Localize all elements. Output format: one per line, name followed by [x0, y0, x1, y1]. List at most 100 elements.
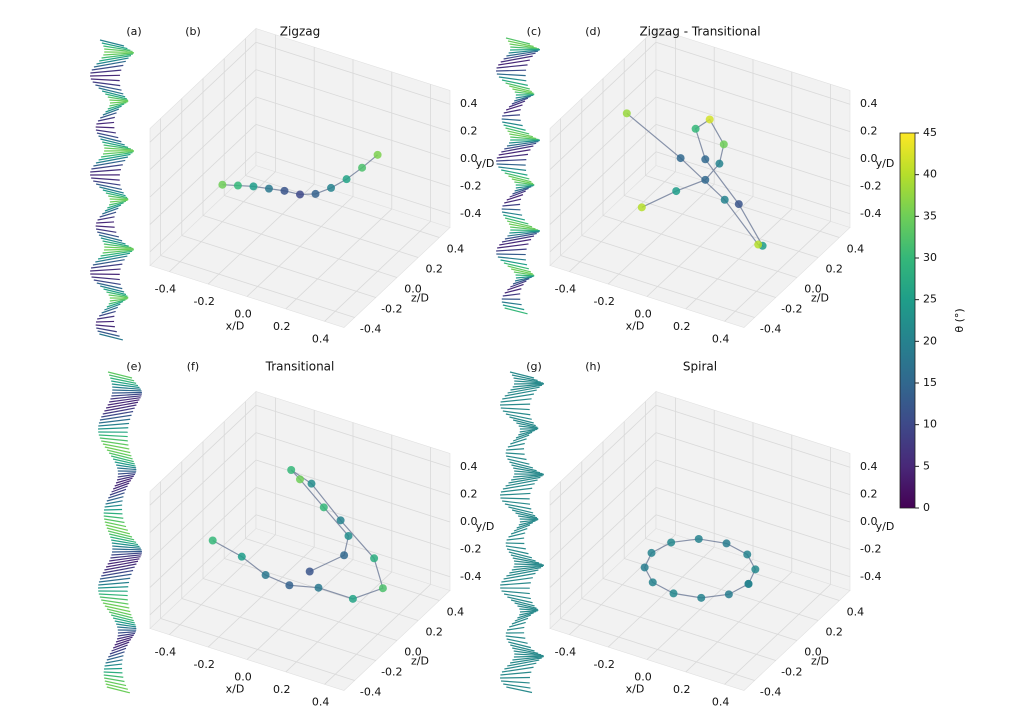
- trajectory-point: [307, 479, 316, 488]
- wing-stroke: [508, 100, 526, 108]
- wing-stroke: [107, 399, 140, 406]
- y-tick-label: 0.4: [860, 97, 878, 110]
- wing-stroke: [96, 57, 129, 65]
- wing-stroke: [504, 288, 522, 294]
- wing-stroke: [109, 99, 129, 102]
- wing-stroke: [507, 220, 533, 228]
- wing-stroke: [509, 230, 540, 234]
- wing-stroke: [102, 240, 129, 247]
- wing-stroke: [110, 455, 134, 463]
- wing-stroke: [98, 581, 130, 586]
- z-tick-label: 0.0: [804, 283, 822, 296]
- wing-stroke: [99, 186, 124, 194]
- wing-stroke: [504, 389, 537, 397]
- wing-stroke: [104, 446, 131, 454]
- wing-stroke: [504, 142, 537, 150]
- wing-stroke: [505, 413, 532, 420]
- z-tick-label: 0.2: [425, 263, 443, 276]
- wing-stroke: [108, 200, 127, 206]
- grid-line: [602, 578, 798, 641]
- wing-stroke: [93, 279, 121, 286]
- wing-stroke: [106, 300, 124, 308]
- wing-stroke: [496, 159, 527, 162]
- wing-stroke: [107, 558, 140, 565]
- wing-stroke: [500, 487, 533, 493]
- wing-stroke: [507, 458, 530, 465]
- wing-stroke: [512, 419, 536, 427]
- wing-stroke: [514, 380, 544, 384]
- wing-stroke: [497, 243, 529, 249]
- grid-line: [245, 175, 440, 238]
- wing-stroke: [103, 248, 134, 251]
- wing-stroke: [506, 50, 539, 57]
- trajectory-point: [305, 567, 314, 576]
- trajectory-point: [637, 203, 646, 212]
- wing-stroke: [498, 59, 530, 66]
- wing-stroke: [96, 327, 117, 333]
- grid-line: [655, 124, 851, 187]
- wing-stroke: [504, 307, 528, 315]
- wing-stroke: [504, 217, 529, 225]
- wing-stroke: [508, 49, 540, 54]
- wing-stroke: [107, 103, 125, 110]
- trajectory-point: [672, 187, 681, 196]
- colorbar-tick-label: 15: [923, 376, 937, 389]
- wing-stroke: [104, 246, 134, 250]
- wing-stroke: [503, 52, 536, 60]
- colorbar-tick-label: 25: [923, 293, 937, 306]
- wing-stroke: [106, 496, 124, 502]
- trajectory-point: [648, 578, 657, 587]
- wing-stroke: [100, 250, 133, 257]
- wing-stroke: [90, 74, 121, 77]
- wing-stroke: [502, 410, 531, 416]
- wing-stroke: [500, 582, 531, 586]
- trajectory-point: [751, 565, 760, 574]
- z-axis-label: z/D: [811, 292, 829, 305]
- wing-stroke: [93, 159, 126, 167]
- colorbar-label: θ (°): [953, 308, 966, 332]
- wing-stroke: [496, 69, 527, 72]
- y-tick-label: -0.4: [460, 570, 481, 583]
- wing-stroke: [101, 306, 118, 314]
- wing-stroke: [98, 234, 123, 242]
- grid-line: [255, 404, 451, 468]
- wing-stroke: [498, 76, 527, 82]
- wing-stroke: [506, 448, 525, 451]
- wing-stroke: [102, 150, 134, 155]
- wing-stroke: [97, 116, 115, 122]
- wing-stroke: [496, 73, 526, 77]
- wing-stroke: [512, 647, 539, 654]
- wing-stroke: [510, 644, 535, 652]
- wing-stroke: [500, 671, 532, 676]
- wing-stroke: [97, 330, 120, 337]
- wing-stroke: [517, 612, 534, 619]
- wing-stroke: [112, 550, 142, 553]
- wing-stroke: [100, 237, 126, 245]
- wing-stroke: [90, 69, 122, 74]
- wing-stroke: [102, 108, 120, 116]
- wing-stroke: [508, 641, 532, 649]
- wing-stroke: [500, 403, 531, 406]
- trajectory-point: [622, 109, 631, 118]
- wing-stroke: [108, 651, 125, 658]
- x-tick-label: 0.0: [234, 308, 252, 321]
- wing-stroke: [97, 216, 115, 221]
- wing-stroke: [501, 169, 528, 176]
- wing-stroke: [500, 497, 530, 500]
- wing-stroke: [95, 320, 115, 323]
- wing-stroke: [112, 617, 135, 624]
- grid-line: [255, 69, 451, 132]
- wing-stroke: [97, 315, 115, 320]
- wing-stroke: [101, 569, 134, 577]
- y-tick-label: -0.4: [860, 570, 881, 583]
- wing-stroke: [510, 48, 540, 51]
- wing-stroke: [96, 282, 123, 290]
- wing-stroke: [109, 101, 128, 104]
- wing-stroke: [111, 542, 140, 548]
- wing-stroke: [506, 569, 539, 577]
- wing-stroke: [511, 565, 544, 571]
- wing-stroke: [99, 414, 132, 421]
- wing-stroke: [505, 127, 530, 135]
- x-tick-label: -0.4: [155, 283, 176, 296]
